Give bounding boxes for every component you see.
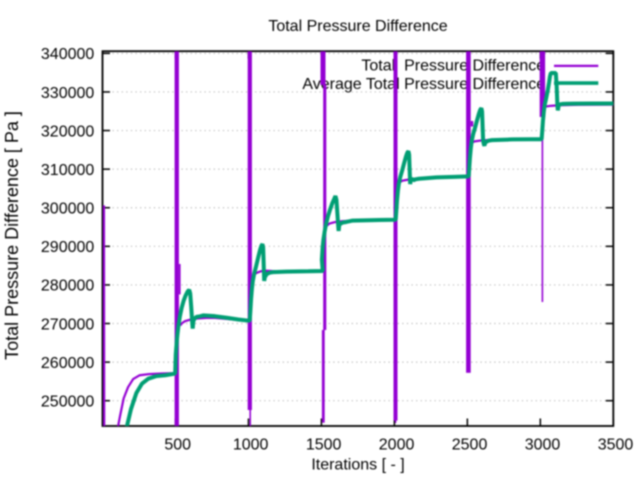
svg-text:500: 500	[164, 436, 191, 453]
svg-text:2500: 2500	[452, 436, 488, 453]
svg-text:340000: 340000	[41, 46, 94, 63]
svg-text:Average Total Pressure Differe: Average Total Pressure Difference	[302, 76, 545, 93]
svg-text:Total Pressure Difference: Total Pressure Difference	[268, 18, 447, 35]
svg-text:270000: 270000	[41, 316, 94, 333]
svg-text:Total Pressure Difference: Total Pressure Difference	[361, 58, 545, 75]
svg-text:300000: 300000	[41, 201, 94, 218]
svg-text:280000: 280000	[41, 278, 94, 295]
svg-text:250000: 250000	[41, 394, 94, 411]
svg-text:3000: 3000	[525, 436, 561, 453]
svg-text:1500: 1500	[306, 436, 342, 453]
svg-text:1000: 1000	[233, 436, 269, 453]
svg-text:320000: 320000	[41, 123, 94, 140]
svg-text:3500: 3500	[598, 436, 634, 453]
svg-text:260000: 260000	[41, 355, 94, 372]
svg-text:2000: 2000	[379, 436, 415, 453]
svg-text:330000: 330000	[41, 85, 94, 102]
svg-text:Total Pressure Difference [ Pa: Total Pressure Difference [ Pa ]	[2, 111, 22, 360]
svg-text:310000: 310000	[41, 162, 94, 179]
svg-text:290000: 290000	[41, 239, 94, 256]
svg-text:Iterations [ - ]: Iterations [ - ]	[311, 456, 404, 473]
